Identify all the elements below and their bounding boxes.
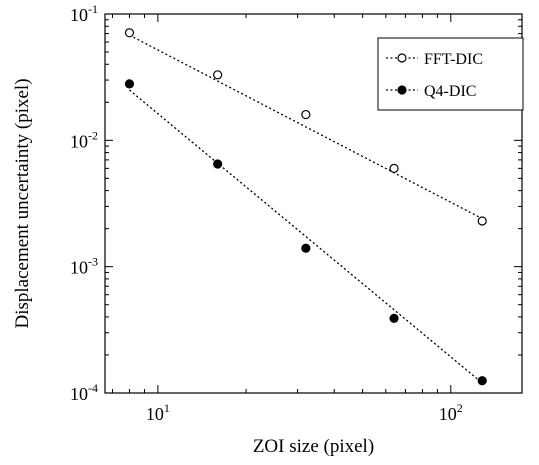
x-tick-label: 101 [146,401,170,424]
y-tick-label: 10-4 [70,381,98,404]
series-layer [124,28,487,386]
data-point-q4-dic [477,376,487,386]
legend: FFT-DIC Q4-DIC [377,37,524,111]
data-point-fft-dic [389,163,399,173]
data-point-fft-dic [124,28,135,38]
plot-frame [104,13,523,394]
data-point-q4-dic [124,79,135,89]
legend-box [377,37,524,111]
y-tick-label: 10-2 [70,128,98,151]
data-point-fft-dic [301,109,311,120]
series-q4-dic [124,79,487,386]
fit-line-fft-dic [129,34,483,220]
legend-label-q4-dic: Q4-DIC [424,83,476,100]
data-point-fft-dic [213,70,223,80]
x-tick-label: 102 [439,401,463,424]
y-axis-label: Displacement uncertainty (pixel) [12,78,33,328]
legend-marker-fft-dic [397,53,407,63]
axis-ticks: 10-1 10-2 10-3 10-4 101 102 [70,2,522,424]
fit-line-q4-dic [129,89,483,384]
data-point-q4-dic [301,243,311,253]
y-tick-label: 10-3 [70,255,98,278]
data-point-q4-dic [389,313,399,323]
x-axis-label: ZOI size (pixel) [253,436,374,457]
data-point-q4-dic [213,159,223,169]
data-point-fft-dic [477,216,487,226]
legend-label-fft-dic: FFT-DIC [424,51,483,68]
series-fft-dic [124,28,487,226]
legend-marker-q4-dic [397,85,407,95]
y-tick-label: 10-1 [70,2,98,25]
